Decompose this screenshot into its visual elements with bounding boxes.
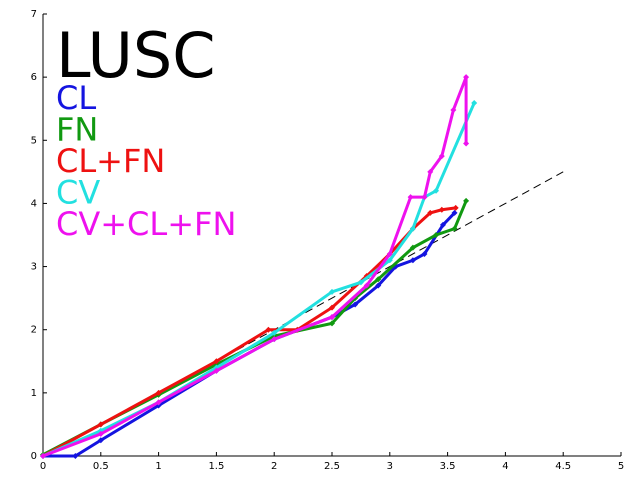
x-tick-label: 3 [387,461,393,472]
x-tick-label: 4.5 [555,461,571,472]
point [433,232,440,238]
y-tick-label: 0 [31,451,37,462]
point [386,257,393,264]
point [329,288,335,295]
point [213,367,220,374]
point [97,430,104,437]
point [421,250,428,257]
legend-entry: CV+CL+FN [56,205,236,243]
point [357,279,364,286]
legend-entry: CL+FN [56,142,165,180]
point [421,194,428,201]
point [433,187,440,194]
point [40,453,46,459]
point [451,225,458,232]
point [438,206,445,213]
point [271,329,278,336]
y-tick-label: 2 [31,325,37,336]
point [463,74,470,81]
x-tick-label: 2.5 [324,461,340,472]
point [463,140,470,147]
point [329,314,335,321]
point [451,209,458,216]
legend-entry: FN [56,111,98,149]
y-tick-label: 7 [31,9,37,20]
x-tick-label: 5 [618,461,624,472]
y-tick-label: 1 [31,388,37,399]
x-tick-label: 1 [155,461,161,472]
point [438,153,445,160]
point [409,225,416,232]
point [427,209,434,216]
point [363,282,370,289]
point [409,244,416,251]
chart-title: LUSC [56,19,215,92]
y-tick-label: 5 [31,135,37,146]
point [155,399,162,406]
point [97,437,104,444]
x-tick-label: 4 [502,461,508,472]
x-tick-label: 2 [271,461,277,472]
point [155,389,162,396]
point [463,197,470,204]
point [427,168,434,175]
point [439,221,446,228]
point [265,326,272,333]
point [97,421,104,428]
point [450,106,457,113]
legend-entry: CL [56,79,96,117]
point [271,336,278,343]
y-tick-label: 6 [31,72,37,83]
point [375,282,382,289]
x-tick-label: 1.5 [208,461,224,472]
point [407,194,414,201]
point [213,358,220,365]
point [386,250,393,257]
point [471,100,478,107]
point [375,276,382,283]
point [329,304,335,311]
legend-entry: CV [56,174,100,212]
point [72,453,79,459]
y-tick-label: 3 [31,262,37,273]
point [352,301,359,308]
point [452,204,459,211]
point [409,257,416,264]
y-tick-label: 4 [31,198,37,209]
x-tick-label: 0.5 [93,461,109,472]
point [329,320,335,327]
x-tick-label: 0 [40,461,46,472]
x-tick-label: 3.5 [440,461,456,472]
